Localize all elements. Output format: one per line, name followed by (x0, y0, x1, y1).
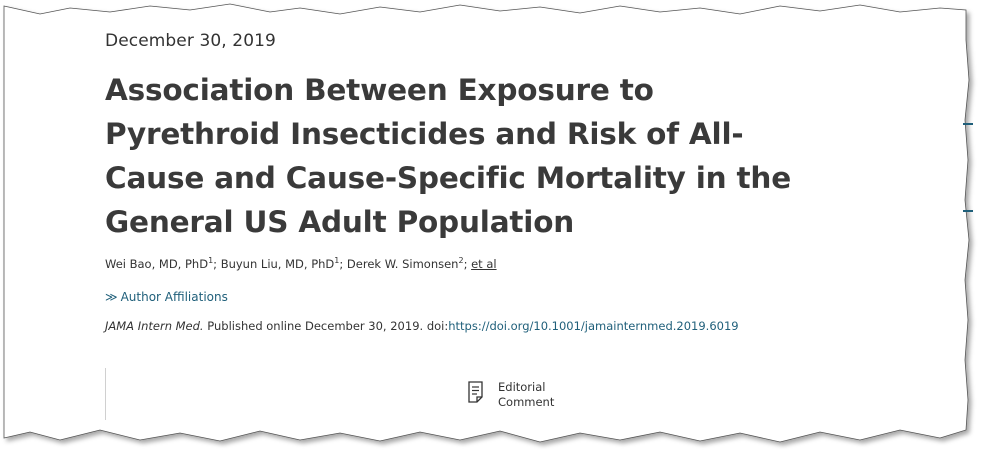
published-text: Published online December 30, 2019. doi: (203, 319, 449, 333)
right-edge-marker (963, 210, 973, 212)
author-separator: ; (213, 257, 221, 271)
affiliation-number: 2 (458, 256, 464, 266)
editorial-label-line1: Editorial (498, 380, 546, 394)
et-al-link[interactable]: et al (471, 257, 497, 271)
publication-date: December 30, 2019 (105, 31, 276, 51)
author-affiliations-toggle[interactable]: ≫ Author Affiliations (105, 290, 228, 304)
author-name[interactable]: Wei Bao, MD, PhD (105, 257, 209, 271)
citation-line: JAMA Intern Med. Published online Decemb… (105, 319, 739, 333)
chevron-right-icon: ≫ (105, 290, 118, 304)
doi-link[interactable]: https://doi.org/10.1001/jamainternmed.20… (448, 319, 739, 333)
author-name[interactable]: Buyun Liu, MD, PhD (220, 257, 335, 271)
affiliation-number: 1 (208, 256, 214, 266)
section-divider (105, 368, 106, 420)
author-name[interactable]: Derek W. Simonsen (346, 257, 459, 271)
author-list: Wei Bao, MD, PhD1; Buyun Liu, MD, PhD1; … (105, 257, 497, 271)
article-title: Association Between Exposure to Pyrethro… (105, 73, 792, 239)
editorial-comment-label: Editorial Comment (498, 380, 568, 410)
document-icon (468, 381, 483, 403)
editorial-comment-link[interactable]: Editorial Comment (468, 380, 568, 410)
author-separator: ; (463, 257, 472, 271)
author-separator: ; (339, 257, 347, 271)
right-edge-marker (963, 123, 973, 125)
affiliation-number: 1 (334, 256, 340, 266)
editorial-label-line2: Comment (498, 395, 555, 409)
journal-name: JAMA Intern Med. (105, 319, 204, 333)
author-affiliations-label: Author Affiliations (120, 290, 228, 304)
